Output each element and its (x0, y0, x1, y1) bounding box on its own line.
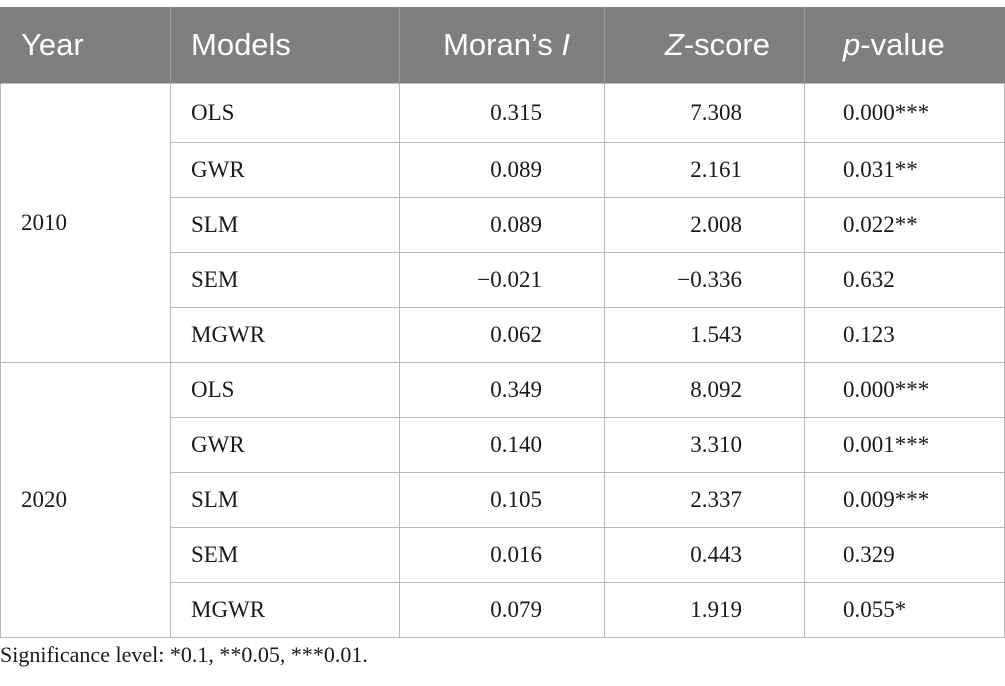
moran-cell: 0.089 (399, 142, 605, 198)
table-row: SLM 0.105 2.337 0.009*** (1, 472, 1005, 528)
z-cell: 1.543 (604, 307, 805, 363)
header-morans-i: Moran’s I (399, 7, 605, 84)
group-2020: 2020 OLS 0.349 8.092 0.000*** GWR 0.140 … (0, 362, 1005, 638)
p-cell: 0.022** (804, 197, 1005, 253)
model-cell: SEM (170, 252, 400, 308)
p-cell: 0.031** (804, 142, 1005, 198)
header-z-score: Z-score (604, 7, 805, 84)
table-row: MGWR 0.079 1.919 0.055* (1, 582, 1005, 638)
model-cell: OLS (170, 83, 400, 143)
table-row: MGWR 0.062 1.543 0.123 (1, 307, 1005, 363)
z-cell: 1.919 (604, 582, 805, 638)
year-cell: 2020 (0, 362, 171, 638)
table-row: 2020 OLS 0.349 8.092 0.000*** (0, 362, 1005, 638)
model-cell: SLM (170, 472, 400, 528)
p-cell: 0.000*** (804, 362, 1005, 418)
z-cell: 2.161 (604, 142, 805, 198)
moran-cell: 0.089 (399, 197, 605, 253)
model-cell: GWR (170, 142, 400, 198)
p-cell: 0.123 (804, 307, 1005, 363)
header-models: Models (170, 7, 400, 84)
model-cell: OLS (170, 362, 400, 418)
p-cell: 0.001*** (804, 417, 1005, 473)
p-cell: 0.000*** (804, 83, 1005, 143)
moran-cell: −0.021 (399, 252, 605, 308)
model-cell: SEM (170, 527, 400, 583)
model-cell: GWR (170, 417, 400, 473)
z-cell: 0.443 (604, 527, 805, 583)
table-row: SEM −0.021 −0.336 0.632 (1, 252, 1005, 308)
moran-cell: 0.105 (399, 472, 605, 528)
table-row: SEM 0.016 0.443 0.329 (1, 527, 1005, 583)
table-row: GWR 0.140 3.310 0.001*** (1, 417, 1005, 473)
moran-cell: 0.315 (399, 83, 605, 143)
moran-cell: 0.062 (399, 307, 605, 363)
z-cell: 2.337 (604, 472, 805, 528)
p-cell: 0.632 (804, 252, 1005, 308)
moran-cell: 0.079 (399, 582, 605, 638)
p-cell: 0.329 (804, 527, 1005, 583)
model-cell: MGWR (170, 307, 400, 363)
p-cell: 0.009*** (804, 472, 1005, 528)
group-2010: 2010 OLS 0.315 7.308 0.000*** GWR 0.089 … (0, 83, 1005, 363)
model-cell: SLM (170, 197, 400, 253)
z-cell: 3.310 (604, 417, 805, 473)
header-year: Year (0, 7, 171, 84)
z-cell: 7.308 (604, 83, 805, 143)
z-cell: 2.008 (604, 197, 805, 253)
table-row: 2010 OLS 0.315 7.308 0.000*** (0, 83, 1005, 363)
moran-cell: 0.016 (399, 527, 605, 583)
results-table: Year Models Moran’s I Z-score p-value 20… (0, 7, 1005, 638)
table-footnote: Significance level: *0.1, **0.05, ***0.0… (0, 642, 368, 667)
moran-cell: 0.349 (399, 362, 605, 418)
header-p-value: p-value (804, 7, 1005, 84)
z-cell: 8.092 (604, 362, 805, 418)
table-header: Year Models Moran’s I Z-score p-value (0, 7, 1005, 84)
moran-cell: 0.140 (399, 417, 605, 473)
year-cell: 2010 (0, 83, 171, 363)
model-cell: MGWR (170, 582, 400, 638)
z-cell: −0.336 (604, 252, 805, 308)
p-cell: 0.055* (804, 582, 1005, 638)
